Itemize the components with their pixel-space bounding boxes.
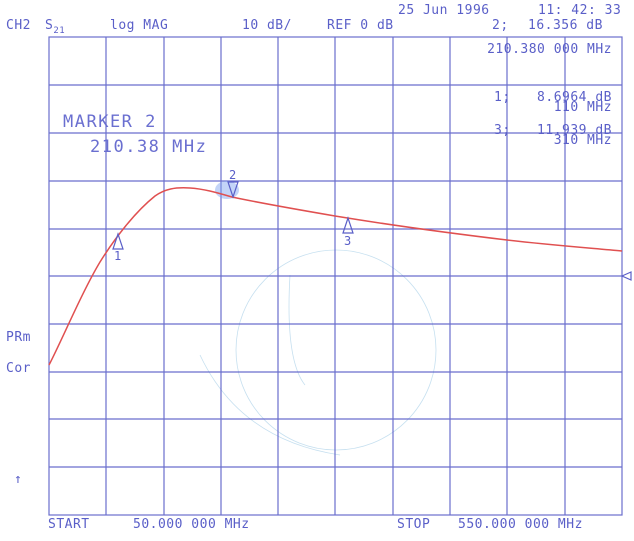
reference-pointer-icon bbox=[620, 271, 632, 281]
marker-3-readout-label: 3; bbox=[494, 123, 511, 138]
parameter-subscript: 21 bbox=[53, 26, 66, 36]
start-label: START bbox=[48, 517, 90, 532]
active-marker-value: 16.356 dB bbox=[528, 18, 603, 33]
format-label: log MAG bbox=[110, 18, 169, 33]
stop-value: 550.000 000 MHz bbox=[458, 517, 583, 532]
s21-trace bbox=[48, 187, 623, 366]
marker-annotation-frequency: 210.38 MHz bbox=[90, 137, 208, 157]
marker-1-readout-value: 8.6964 dB bbox=[537, 90, 612, 105]
active-marker-frequency: 210.380 000 MHz bbox=[487, 42, 612, 57]
marker-3-readout-value: 11.939 dB bbox=[537, 123, 612, 138]
marker-2-icon bbox=[227, 181, 239, 199]
start-value: 50.000 000 MHz bbox=[133, 517, 250, 532]
reference-label: REF 0 dB bbox=[327, 18, 394, 33]
parameter-label: S21 bbox=[45, 18, 66, 36]
prm-label: PRm bbox=[6, 330, 31, 345]
marker-1-readout-label: 1; bbox=[494, 90, 511, 105]
active-marker-label: 2; bbox=[492, 18, 509, 33]
parameter-main: S bbox=[45, 18, 54, 33]
stop-label: STOP bbox=[397, 517, 431, 532]
background-ghost-circle bbox=[199, 249, 437, 456]
marker-1-icon bbox=[112, 232, 124, 250]
scale-label: 10 dB/ bbox=[242, 18, 292, 33]
marker-annotation-title: MARKER 2 bbox=[63, 112, 157, 132]
date-label: 25 Jun 1996 bbox=[398, 3, 490, 18]
marker-2-number: 2 bbox=[229, 168, 237, 182]
cor-label: Cor bbox=[6, 361, 31, 376]
marker-3-number: 3 bbox=[344, 234, 352, 248]
marker-3-readout-freq: 310 MHz bbox=[553, 133, 612, 148]
marker-1-number: 1 bbox=[114, 249, 122, 263]
marker-3-icon bbox=[342, 216, 354, 234]
scroll-up-arrow-icon: ↑ bbox=[14, 472, 23, 487]
channel-label: CH2 bbox=[6, 18, 31, 33]
time-label: 11: 42: 33 bbox=[538, 3, 622, 18]
grid bbox=[48, 36, 623, 516]
marker-1-readout-freq: 110 MHz bbox=[553, 100, 612, 115]
